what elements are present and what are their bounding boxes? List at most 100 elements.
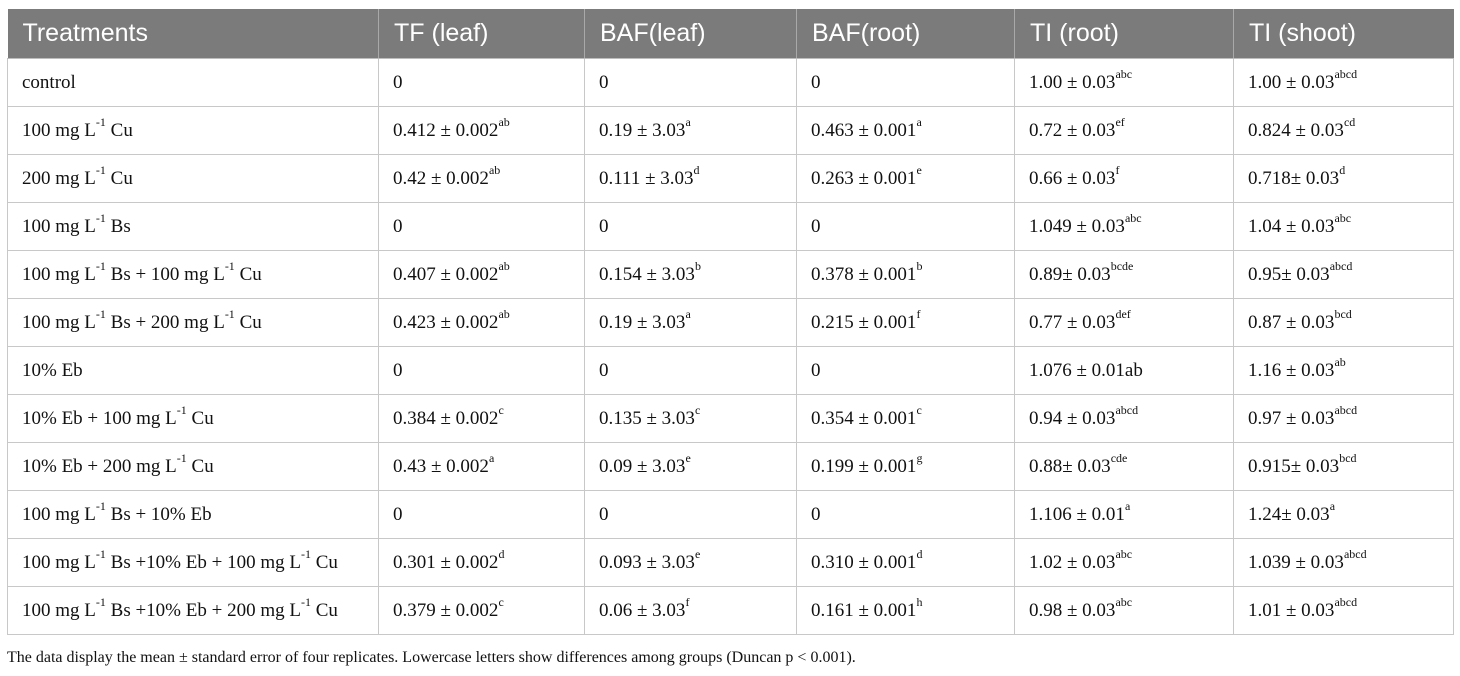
- cell-superscript: bcd: [1339, 451, 1357, 466]
- cell-text: 100 mg L: [22, 599, 96, 621]
- cell-text: 10% Eb + 200 mg L: [22, 455, 177, 477]
- cell-text: 0.161 ± 0.001: [811, 599, 917, 621]
- cell-baf-root: 0: [796, 346, 1015, 395]
- cell-text: Cu: [310, 599, 338, 621]
- cell-text: Bs +10% Eb + 200 mg L: [105, 599, 301, 621]
- header-baf-root: BAF(root): [796, 9, 1015, 59]
- cell-tf-leaf: 0.42 ± 0.002ab: [378, 154, 585, 203]
- cell-text: 1.106 ± 0.01: [1029, 503, 1125, 525]
- cell-superscript: -1: [300, 595, 311, 610]
- cell-tf-leaf: 0: [378, 490, 585, 539]
- cell-text: 0.89± 0.03: [1029, 263, 1111, 285]
- cell-baf-leaf: 0.06 ± 3.03f: [584, 586, 797, 635]
- cell-superscript: g: [916, 451, 923, 466]
- cell-text: 100 mg L: [22, 551, 96, 573]
- cell-treatment: 100 mg L-1 Bs + 10% Eb: [7, 490, 379, 539]
- cell-superscript: d: [693, 163, 700, 178]
- data-table: Treatments TF (leaf) BAF(leaf) BAF(root)…: [7, 9, 1454, 635]
- cell-superscript: abc: [1124, 211, 1142, 226]
- cell-tf-leaf: 0.301 ± 0.002d: [378, 538, 585, 587]
- cell-text: Cu: [234, 263, 262, 285]
- cell-text: 0.199 ± 0.001: [811, 455, 917, 477]
- cell-superscript: d: [498, 547, 505, 562]
- cell-superscript: abcd: [1334, 595, 1358, 610]
- cell-superscript: a: [1124, 499, 1131, 514]
- cell-text: Bs + 200 mg L: [105, 311, 225, 333]
- cell-superscript: h: [916, 595, 923, 610]
- cell-text: 1.049 ± 0.03: [1029, 215, 1125, 237]
- cell-superscript: a: [916, 115, 922, 130]
- cell-text: 100 mg L: [22, 263, 96, 285]
- cell-text: 0.97 ± 0.03: [1248, 407, 1335, 429]
- cell-ti-root: 0.98 ± 0.03abc: [1014, 586, 1234, 635]
- cell-text: 0.88± 0.03: [1029, 455, 1111, 477]
- cell-baf-leaf: 0.19 ± 3.03a: [584, 298, 797, 347]
- cell-treatment: 10% Eb + 200 mg L-1 Cu: [7, 442, 379, 491]
- cell-ti-shoot: 1.16 ± 0.03ab: [1233, 346, 1454, 395]
- table-row: 100 mg L-1 Bs + 100 mg L-1 Cu 0.407 ± 0.0…: [7, 250, 1454, 299]
- cell-superscript: -1: [300, 547, 311, 562]
- cell-superscript: b: [916, 259, 923, 274]
- cell-treatment: 200 mg L-1 Cu: [7, 154, 379, 203]
- table-row: 200 mg L-1 Cu 0.42 ± 0.002ab 0.111 ± 3.03d…: [7, 154, 1454, 203]
- cell-text: 1.02 ± 0.03: [1029, 551, 1116, 573]
- cell-text: 1.24± 0.03: [1248, 503, 1330, 525]
- cell-superscript: d: [1339, 163, 1346, 178]
- table-caption: The data display the mean ± standard err…: [7, 649, 856, 666]
- table-row: 100 mg L-1 Bs +10% Eb + 200 mg L-1 Cu 0.3…: [7, 586, 1454, 635]
- cell-text: 0.263 ± 0.001: [811, 167, 917, 189]
- cell-baf-root: 0.161 ± 0.001h: [796, 586, 1015, 635]
- cell-superscript: -1: [95, 547, 106, 562]
- cell-text: 0: [599, 71, 609, 93]
- cell-ti-root: 0.72 ± 0.03ef: [1014, 106, 1234, 155]
- data-table-container: Treatments TF (leaf) BAF(leaf) BAF(root)…: [7, 9, 1454, 635]
- cell-superscript: a: [488, 451, 495, 466]
- cell-text: 0.94 ± 0.03: [1029, 407, 1116, 429]
- cell-text: 0: [599, 503, 609, 525]
- cell-text: 0.215 ± 0.001: [811, 311, 917, 333]
- cell-text: 100 mg L: [22, 503, 96, 525]
- cell-tf-leaf: 0.379 ± 0.002c: [378, 586, 585, 635]
- cell-superscript: f: [1115, 163, 1120, 178]
- cell-text: 0: [599, 359, 609, 381]
- cell-baf-leaf: 0.135 ± 3.03c: [584, 394, 797, 443]
- header-ti-root: TI (root): [1014, 9, 1234, 59]
- cell-text: 0: [811, 503, 821, 525]
- cell-superscript: cd: [1343, 115, 1356, 130]
- cell-baf-root: 0.263 ± 0.001e: [796, 154, 1015, 203]
- cell-ti-shoot: 1.039 ± 0.03abcd: [1233, 538, 1454, 587]
- cell-superscript: a: [685, 115, 691, 130]
- cell-text: 0.423 ± 0.002: [393, 311, 499, 333]
- cell-superscript: -1: [95, 259, 106, 274]
- cell-text: 0: [599, 215, 609, 237]
- cell-ti-shoot: 1.01 ± 0.03abcd: [1233, 586, 1454, 635]
- cell-superscript: abc: [1115, 547, 1133, 562]
- cell-ti-shoot: 0.95± 0.03abcd: [1233, 250, 1454, 299]
- cell-tf-leaf: 0: [378, 58, 585, 107]
- cell-text: 0.43 ± 0.002: [393, 455, 489, 477]
- header-baf-leaf: BAF(leaf): [584, 9, 797, 59]
- cell-ti-root: 1.02 ± 0.03abc: [1014, 538, 1234, 587]
- cell-superscript: c: [498, 403, 504, 418]
- header-treatments: Treatments: [7, 9, 379, 59]
- cell-superscript: f: [685, 595, 690, 610]
- cell-treatment: 10% Eb: [7, 346, 379, 395]
- cell-ti-root: 1.049 ± 0.03abc: [1014, 202, 1234, 251]
- cell-text: 100 mg L: [22, 119, 96, 141]
- cell-baf-root: 0.378 ± 0.001b: [796, 250, 1015, 299]
- cell-superscript: c: [498, 595, 504, 610]
- cell-text: 1.16 ± 0.03: [1248, 359, 1335, 381]
- cell-ti-root: 1.00 ± 0.03abc: [1014, 58, 1234, 107]
- cell-superscript: ab: [488, 163, 501, 178]
- cell-text: 1.076 ± 0.01ab: [1029, 359, 1143, 381]
- cell-tf-leaf: 0.407 ± 0.002ab: [378, 250, 585, 299]
- cell-text: 0.354 ± 0.001: [811, 407, 917, 429]
- cell-superscript: abc: [1115, 595, 1133, 610]
- cell-ti-root: 0.89± 0.03bcde: [1014, 250, 1234, 299]
- cell-text: 0: [811, 215, 821, 237]
- cell-text: 0.87 ± 0.03: [1248, 311, 1335, 333]
- cell-text: 1.04 ± 0.03: [1248, 215, 1335, 237]
- cell-superscript: abc: [1334, 211, 1352, 226]
- cell-baf-leaf: 0: [584, 58, 797, 107]
- cell-superscript: a: [685, 307, 691, 322]
